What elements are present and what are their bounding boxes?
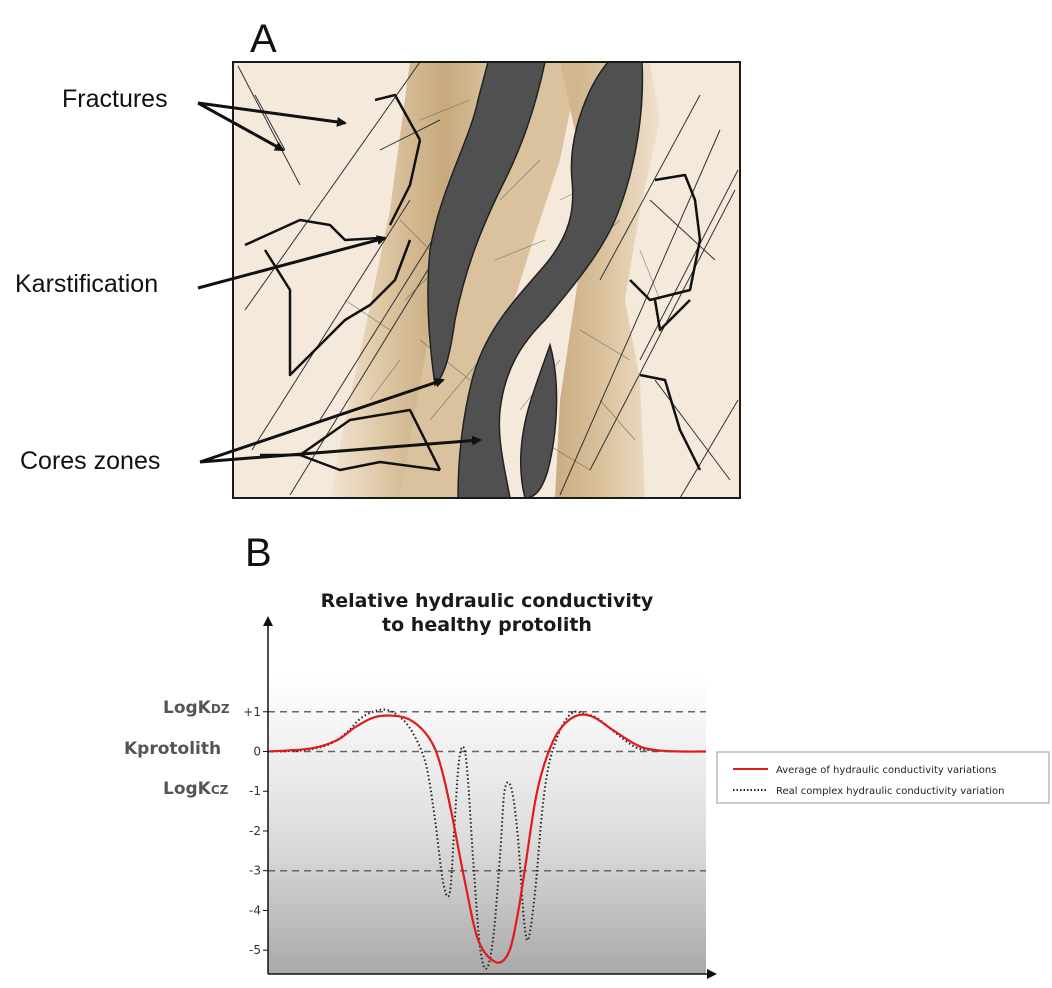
rock-block <box>233 62 740 498</box>
chart-title-line1: Relative hydraulic conductivity <box>321 590 654 612</box>
plot-background <box>268 676 706 974</box>
fractures-arrow-1 <box>197 101 347 127</box>
chart-plot: +1 0 -1 -2 -3 -4 -5 <box>243 705 707 970</box>
karstification-label: Karstification <box>15 270 158 298</box>
fractures-label: Fractures <box>62 85 168 113</box>
logk-dz-label: LogKDZ <box>163 698 230 718</box>
cores-zones-label: Cores zones <box>20 447 160 475</box>
y-tick-label: -4 <box>249 903 261 917</box>
fractures-arrow-2 <box>197 101 285 152</box>
y-tick-label: -5 <box>249 943 261 957</box>
damage-zone-center <box>400 62 580 498</box>
karstification-arrow <box>197 235 387 290</box>
damage-zone-right <box>555 62 660 498</box>
panel-a-letter: A <box>250 17 277 61</box>
chart-legend: Average of hydraulic conductivity variat… <box>716 751 1050 804</box>
y-tick-label: +1 <box>243 705 261 719</box>
legend-label-real: Real complex hydraulic conductivity vari… <box>776 786 1004 797</box>
core-zone-left <box>427 62 546 387</box>
logk-cz-label: LogKCZ <box>163 779 229 799</box>
karst-channels <box>244 93 702 472</box>
panel-b-letter: B <box>245 531 272 575</box>
y-tick-label: -2 <box>249 824 261 838</box>
y-tick-label: -1 <box>249 784 261 798</box>
y-tick-label: 0 <box>253 744 261 758</box>
legend-label-average: Average of hydraulic conductivity variat… <box>776 765 996 776</box>
series-average-line <box>267 713 707 964</box>
y-tick-label: -3 <box>249 864 261 878</box>
cores-arrow-1 <box>199 377 445 464</box>
series-real-line <box>267 708 707 970</box>
kprotolith-label: Kprotolith <box>124 739 221 759</box>
cores-arrow-2 <box>199 435 482 464</box>
legend-box <box>716 751 1050 804</box>
chart-title-line2: to healthy protolith <box>382 614 592 636</box>
